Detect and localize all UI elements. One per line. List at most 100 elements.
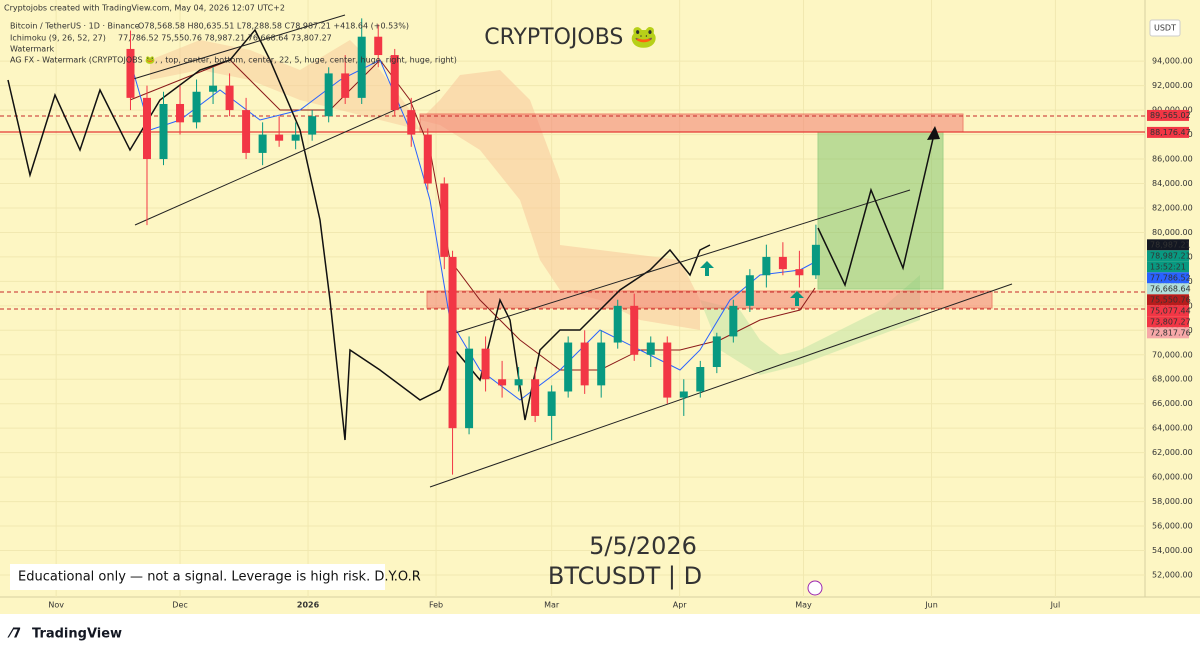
y-tick-label: 64,000.00 (1152, 424, 1193, 433)
candle-body (407, 110, 416, 135)
candle-body (811, 244, 820, 276)
candle-body (547, 391, 556, 416)
candle-body (663, 342, 672, 398)
channel-line (129, 14, 346, 81)
channel-line (429, 283, 1013, 488)
price-label: 78,987.21 (1150, 240, 1191, 249)
resistance-zone (419, 113, 964, 133)
x-tick-label: 2026 (297, 601, 320, 610)
price-label: 75,077.44 (1150, 306, 1191, 315)
candle-body (712, 336, 721, 368)
candle-body (258, 134, 267, 153)
price-label-box (1147, 283, 1189, 295)
candle-body (630, 305, 639, 355)
candle-body (762, 256, 771, 276)
candle-body (795, 269, 804, 276)
candles (126, 18, 820, 475)
candle-body (564, 342, 573, 392)
candle-body (580, 342, 589, 386)
channel-line (134, 89, 441, 226)
disclaimer: Educational only — not a signal. Leverag… (18, 570, 421, 585)
watermark-title: CRYPTOJOBS 🐸 (484, 25, 658, 50)
candle-body (225, 85, 234, 111)
candle-body (242, 110, 251, 153)
y-tick-label: 56,000.00 (1152, 522, 1193, 531)
price-label-box (1147, 239, 1189, 251)
event-icon[interactable] (807, 580, 823, 596)
candle-body (465, 348, 474, 429)
y-tick-label: 66,000.00 (1152, 399, 1193, 408)
y-tick-label: 54,000.00 (1152, 546, 1193, 555)
y-tick-label: 52,000.00 (1152, 570, 1193, 579)
up-arrow (700, 261, 714, 276)
price-label: 75,550.76 (1150, 295, 1191, 304)
currency-box[interactable] (1149, 19, 1181, 37)
candle-body (308, 116, 317, 135)
x-tick-label: Apr (673, 601, 688, 610)
candle-body (390, 55, 399, 111)
price-label-box (1147, 272, 1189, 284)
candle-body (142, 97, 151, 160)
candle-body (679, 391, 688, 398)
price-label-box (1147, 250, 1189, 262)
candle-body (448, 256, 457, 429)
candle-body (374, 36, 383, 56)
credit: Cryptojobs created with TradingView.com,… (4, 4, 285, 13)
price-label: 13:52:21 (1150, 262, 1186, 271)
price-label: 88,176.47 (1150, 128, 1191, 137)
candle-body (696, 367, 705, 392)
ichimoku-label: Ichimoku (9, 26, 52, 27) (10, 34, 106, 43)
price-label: 72,817.76 (1150, 328, 1191, 337)
ichimoku-cloud (700, 275, 920, 375)
tenkan-line (129, 59, 816, 401)
candle-body (357, 36, 366, 98)
price-label: 76,668.64 (1150, 284, 1191, 293)
watermark-ticker: BTCUSDT | D (548, 562, 702, 590)
candle-body (613, 305, 622, 343)
x-tick-label: Dec (172, 601, 187, 610)
candle-body (192, 91, 201, 123)
candle-body (209, 85, 218, 92)
candle-body (778, 256, 787, 270)
candle-body (745, 275, 754, 306)
projection-path (817, 129, 936, 288)
price-label: 89,565.02 (1150, 111, 1191, 120)
candle-body (324, 73, 333, 117)
y-tick-label: 62,000.00 (1152, 448, 1193, 457)
watermark-label: Watermark (10, 45, 54, 54)
y-tick-label: 80,000.00 (1152, 228, 1193, 237)
y-tick-label: 58,000.00 (1152, 497, 1193, 506)
target-box (817, 131, 944, 290)
price-label-box (1147, 109, 1189, 121)
y-tick-label: 84,000.00 (1152, 179, 1193, 188)
candle-body (159, 103, 168, 160)
y-tick-label: 94,000.00 (1152, 57, 1193, 66)
y-tick-label: 68,000.00 (1152, 375, 1193, 384)
y-tick-label: 92,000.00 (1152, 81, 1193, 90)
channel-line (454, 189, 911, 334)
x-tick-label: May (795, 601, 812, 610)
candle-body (126, 48, 135, 98)
y-tick-label: 82,000.00 (1152, 203, 1193, 212)
price-label: 77,786.52 (1150, 273, 1191, 282)
ohlc: O78,568.58 H80,635.51 L78,288.58 C78,987… (138, 22, 409, 31)
candle-body (531, 379, 540, 416)
arrow-head (927, 126, 940, 140)
candle-body (176, 103, 185, 123)
price-label-box (1147, 261, 1189, 273)
footer-logo-icon[interactable]: ⁄7 (7, 627, 21, 642)
ichimoku-values: 77,786.52 75,550.76 78,987.21 76,668.64 … (118, 34, 332, 43)
price-label-box (1147, 305, 1189, 317)
candle-body (729, 305, 738, 337)
x-tick-label: Nov (48, 601, 64, 610)
footer-logo[interactable]: TradingView (32, 627, 122, 642)
price-label: 73,807.27 (1150, 317, 1191, 326)
price-label-box (1147, 294, 1189, 306)
candle-body (514, 379, 523, 386)
up-arrow (790, 291, 804, 306)
candle-body (597, 342, 606, 386)
symbol: Bitcoin / TetherUS · 1D · Binance (10, 22, 140, 31)
candle-body (341, 73, 350, 98)
currency[interactable]: USDT (1154, 24, 1176, 33)
